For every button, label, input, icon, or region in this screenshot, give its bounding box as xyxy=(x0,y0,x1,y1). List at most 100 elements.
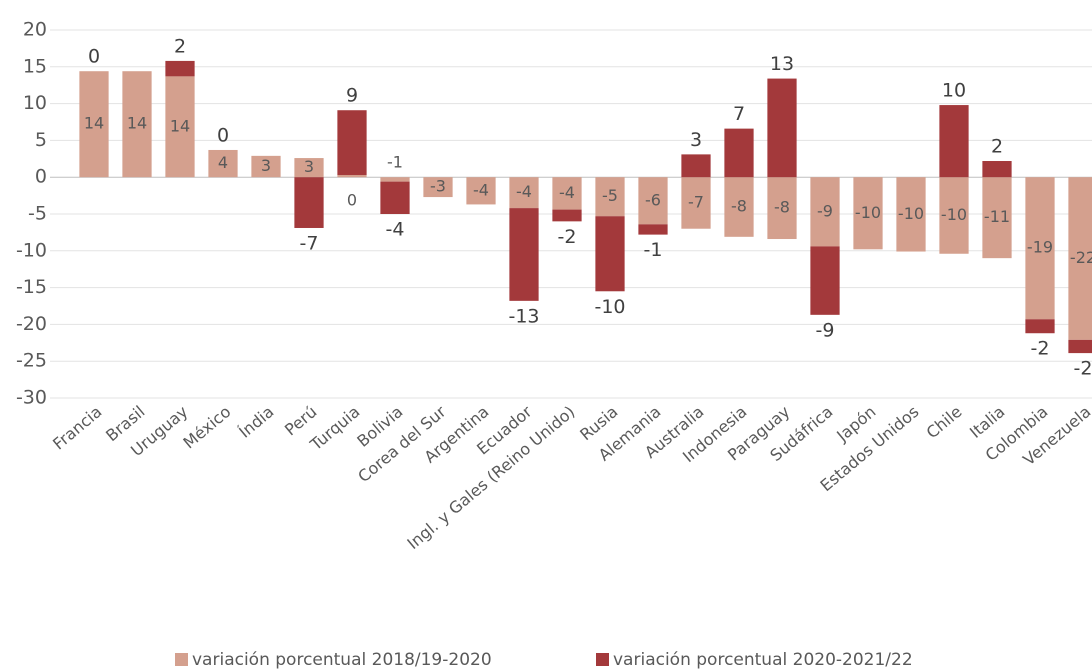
bar xyxy=(337,174,367,178)
data-label: -2 xyxy=(1074,358,1092,380)
data-label: 2 xyxy=(174,35,186,57)
data-label: 14 xyxy=(84,114,104,133)
data-label: -7 xyxy=(300,232,319,254)
bar xyxy=(767,78,797,178)
data-label: 13 xyxy=(770,53,794,75)
data-label: -11 xyxy=(984,207,1010,226)
bar xyxy=(681,177,711,229)
data-label: -10 xyxy=(594,296,625,318)
y-tick-label: -15 xyxy=(16,276,47,298)
bar xyxy=(1068,177,1092,340)
data-label: -6 xyxy=(645,190,661,209)
data-label: -13 xyxy=(508,305,539,327)
data-label: -4 xyxy=(473,180,489,199)
bar xyxy=(896,177,926,252)
data-label: -19 xyxy=(1027,238,1053,257)
data-label: 10 xyxy=(942,80,966,102)
bar xyxy=(509,177,539,209)
data-label: -4 xyxy=(516,182,532,201)
data-label: -1 xyxy=(644,239,663,261)
bar xyxy=(724,128,754,178)
x-tick-label: México xyxy=(179,402,234,452)
data-label: 4 xyxy=(218,153,228,172)
x-tick-label: Chile xyxy=(923,402,966,442)
bar xyxy=(251,155,281,178)
data-label: -5 xyxy=(602,186,618,205)
data-label: -9 xyxy=(816,319,835,341)
data-label: -3 xyxy=(430,177,446,196)
bar xyxy=(638,177,668,225)
data-label: 3 xyxy=(304,157,314,176)
legend-label: variación porcentual 2018/19-2020 xyxy=(192,650,492,670)
data-label: -7 xyxy=(688,192,704,211)
bar xyxy=(122,71,152,178)
legend-label: variación porcentual 2020-2021/22 xyxy=(613,650,913,670)
bar xyxy=(1025,319,1055,334)
data-label: 14 xyxy=(127,114,147,133)
bar xyxy=(767,177,797,240)
bar xyxy=(681,154,711,178)
data-label: 9 xyxy=(346,85,358,107)
x-tick-label: Francia xyxy=(49,402,105,454)
data-label: 7 xyxy=(733,103,745,125)
legend-swatch xyxy=(596,653,609,666)
data-label: -10 xyxy=(898,204,924,223)
bar xyxy=(380,181,410,214)
y-tick-label: 5 xyxy=(35,129,47,151)
y-tick-label: 0 xyxy=(35,166,47,188)
bar xyxy=(810,177,840,247)
bar xyxy=(208,149,238,178)
bar xyxy=(380,177,410,182)
bar xyxy=(509,208,539,301)
bar xyxy=(294,158,324,178)
bar xyxy=(1025,177,1055,320)
bar xyxy=(724,177,754,237)
bar xyxy=(165,60,195,77)
bar xyxy=(982,161,1012,178)
legend-swatch xyxy=(175,653,188,666)
data-label: -2 xyxy=(1031,338,1050,360)
y-tick-label: -20 xyxy=(16,313,47,335)
data-label: -8 xyxy=(774,198,790,217)
bar xyxy=(294,177,324,228)
bar xyxy=(853,177,883,250)
bar xyxy=(638,224,668,235)
bar xyxy=(982,177,1012,259)
bar xyxy=(939,105,969,178)
data-label: -4 xyxy=(386,219,405,241)
data-label: -9 xyxy=(817,201,833,220)
data-label: 14 xyxy=(170,116,190,135)
bar xyxy=(1068,339,1092,354)
y-tick-label: 15 xyxy=(23,55,47,77)
bar xyxy=(552,177,582,210)
data-label: -4 xyxy=(559,183,575,202)
data-label: -8 xyxy=(731,197,747,216)
y-tick-label: -30 xyxy=(16,387,47,409)
bar xyxy=(466,177,496,205)
data-label: 3 xyxy=(261,156,271,175)
data-label: -1 xyxy=(387,153,403,172)
data-label: -2 xyxy=(558,226,577,248)
bar xyxy=(337,110,367,175)
bar xyxy=(939,177,969,254)
bar xyxy=(423,177,453,198)
data-label: 3 xyxy=(690,129,702,151)
y-tick-label: 10 xyxy=(23,92,47,114)
bar xyxy=(79,71,109,178)
data-label: 0 xyxy=(347,191,357,210)
bar xyxy=(165,76,195,178)
y-tick-label: 20 xyxy=(23,19,47,41)
y-tick-label: -25 xyxy=(16,350,47,372)
x-tick-label: Índia xyxy=(235,402,277,442)
y-tick-label: -10 xyxy=(16,239,47,261)
bar xyxy=(595,216,625,292)
data-label: -10 xyxy=(855,203,881,222)
data-label: 0 xyxy=(217,124,229,146)
data-label: -22 xyxy=(1070,248,1092,267)
bar xyxy=(810,246,840,315)
bar xyxy=(552,209,582,222)
data-label: 0 xyxy=(88,46,100,68)
bar xyxy=(595,177,625,217)
data-label: -10 xyxy=(941,205,967,224)
